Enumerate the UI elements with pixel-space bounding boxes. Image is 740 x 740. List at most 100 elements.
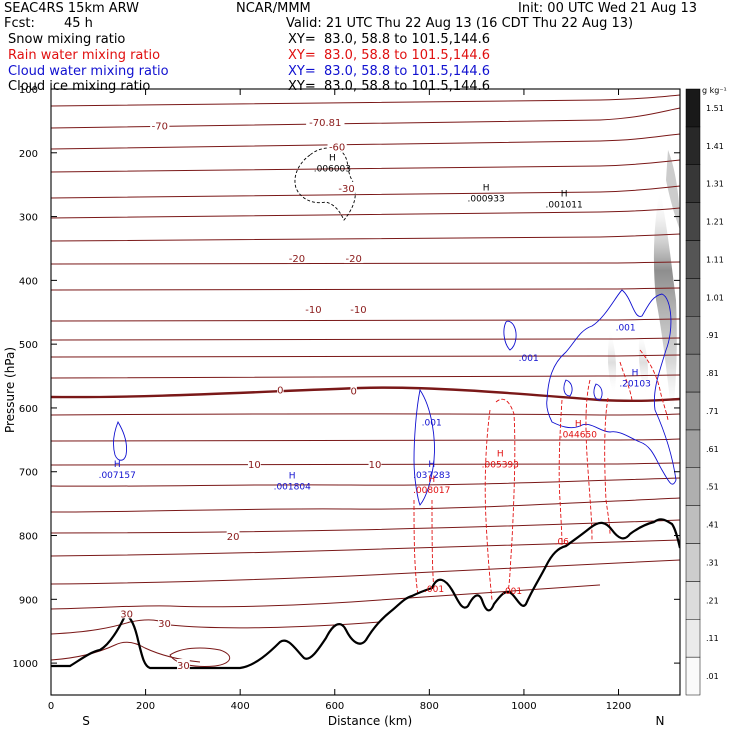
isotherm-label: 0 [350, 387, 356, 398]
isotherm-label: 10 [369, 460, 382, 471]
isotherm-label-bg [344, 252, 364, 264]
rain-contour [484, 409, 493, 601]
x-tick-label: 1200 [606, 701, 631, 712]
isotherm [51, 207, 680, 219]
x-tick-label: 0 [48, 701, 54, 712]
contour-label: .001 [519, 354, 539, 364]
high-marker: H [561, 189, 568, 199]
high-marker: H [497, 450, 504, 460]
colorbar-level-label: .01 [706, 672, 719, 681]
field-xy-snow: XY= 83.0, 58.8 to 101.5,144.6 [288, 32, 491, 47]
cloud-contour [503, 320, 517, 351]
contour-label: .001 [616, 324, 636, 334]
isotherm-label: 20 [227, 532, 240, 543]
isotherm-label: 10 [248, 460, 261, 471]
isotherm-label-bg [277, 383, 284, 395]
isotherm [51, 413, 680, 416]
field-name-snow: Snow mixing ratio [8, 32, 126, 47]
high-marker: H [428, 460, 435, 470]
isotherm [51, 354, 680, 358]
rain-contour [639, 349, 669, 421]
high-value-label: .001804 [274, 482, 311, 492]
isotherm [51, 584, 601, 610]
contour-label: .001 [502, 587, 522, 597]
high-value-label: .007157 [99, 471, 136, 481]
colorbar-swatch [685, 543, 701, 582]
rain-contour [604, 397, 611, 536]
colorbar-level-label: .71 [706, 407, 719, 416]
cloud-contour [546, 289, 677, 485]
isotherm-label: 0 [277, 385, 283, 396]
isotherm [51, 107, 680, 129]
colorbar-swatch [685, 505, 701, 544]
colorbar-swatch [685, 164, 701, 203]
rain-shading-right [638, 330, 648, 395]
x-tick-label: 1000 [511, 701, 536, 712]
high-marker: H [428, 475, 435, 485]
colorbar-level-label: .81 [706, 369, 719, 378]
isotherm-label: -70.81 [309, 118, 341, 129]
isotherm [51, 462, 680, 466]
colorbar-level-label: 1.31 [706, 180, 724, 189]
x-tick-label: 200 [136, 701, 155, 712]
cloud-water-contours [113, 289, 677, 506]
colorbar-level-label: .41 [706, 521, 719, 530]
high-marker: H [289, 471, 296, 481]
rain-contour [431, 499, 435, 591]
colorbar-swatch [685, 619, 701, 658]
north-label: N [656, 714, 665, 728]
colorbar-swatch [685, 278, 701, 317]
high-value-label: .20103 [619, 380, 651, 390]
y-tick-label: 900 [19, 595, 38, 606]
isotherm-label: -30 [338, 184, 354, 195]
isotherm-label-bg [348, 303, 369, 315]
plot-frame [50, 88, 681, 696]
colorbar-swatch [685, 467, 701, 506]
contour-label: .06 [555, 537, 570, 547]
high-marker: H [114, 460, 121, 470]
isotherm [51, 374, 680, 379]
y-tick-label: 500 [19, 340, 38, 351]
isotherm-label: 30 [158, 619, 171, 630]
colorbar: .01 .11 .21 .31 .41 .51 .61 .71 .81 .91 1.01 1.11 1.… [685, 88, 724, 696]
isotherm-label-bg [150, 119, 170, 131]
temperature-contours [51, 94, 680, 667]
colorbar-swatch [685, 316, 701, 355]
colorbar-swatch [685, 202, 701, 241]
x-tick-label: 400 [231, 701, 250, 712]
colorbar-swatch [685, 581, 701, 620]
rain-contour [495, 398, 516, 593]
y-tick-label: 200 [19, 149, 38, 160]
high-marker: H [632, 369, 639, 379]
field-xy-cloud-ice: XY= 83.0, 58.8 to 101.5,144.6 [288, 79, 491, 94]
colorbar-level-label: .91 [706, 331, 719, 340]
field-xy-rain: XY= 83.0, 58.8 to 101.5,144.6 [288, 48, 491, 63]
rain-contour [558, 399, 563, 546]
isotherm [51, 287, 680, 291]
ice-contour [294, 147, 356, 221]
isotherm [51, 519, 680, 534]
annotations: -70 -70.81 -60 -30 -20 -20 -10 -10 0 0 10 10 20 30 30 3… [99, 116, 651, 672]
rain-contour [413, 499, 419, 596]
high-marker: H [483, 184, 490, 194]
org-label: NCAR/MMM [236, 1, 311, 16]
isotherm-label: -20 [289, 254, 305, 265]
field-name-cloud-ice: Cloud ice mixing ratio [8, 79, 151, 94]
isotherm [51, 185, 680, 199]
y-axis-label: Pressure (hPa) [3, 347, 17, 433]
high-value-label: .005393 [482, 461, 519, 471]
colorbar-swatch [685, 88, 701, 128]
x-axis-label: Distance (km) [328, 714, 412, 728]
isotherm [51, 337, 680, 341]
colorbar-level-label: 1.41 [706, 142, 724, 151]
colorbar-level-label: 1.11 [706, 255, 724, 264]
isotherm-label: -20 [346, 254, 362, 265]
isotherm-label-bg [303, 303, 324, 315]
colorbar-level-label: .61 [706, 445, 719, 454]
colorbar-level-label: 1.01 [706, 293, 724, 302]
colorbar-swatch [685, 391, 701, 431]
x-tick-label: 800 [420, 701, 439, 712]
isotherm [51, 559, 680, 585]
isotherm-label-bg [158, 616, 171, 628]
